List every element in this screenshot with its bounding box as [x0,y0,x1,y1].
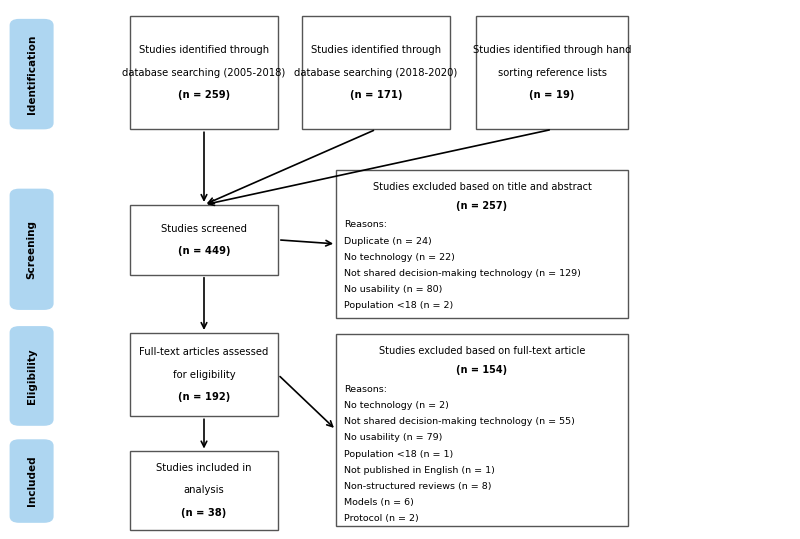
Text: No usability (n = 80): No usability (n = 80) [344,285,442,294]
Text: (n = 38): (n = 38) [182,508,226,518]
Text: Reasons:: Reasons: [344,385,387,394]
Text: Identification: Identification [26,34,37,114]
Text: Not published in English (n = 1): Not published in English (n = 1) [344,466,495,475]
FancyBboxPatch shape [130,333,278,416]
Text: (n = 192): (n = 192) [178,392,230,402]
Text: (n = 257): (n = 257) [457,201,507,211]
Text: Full-text articles assessed: Full-text articles assessed [139,347,269,357]
Text: Studies included in: Studies included in [156,463,252,473]
FancyBboxPatch shape [10,326,54,426]
FancyBboxPatch shape [130,16,278,129]
Text: Not shared decision-making technology (n = 129): Not shared decision-making technology (n… [344,269,581,278]
Text: Reasons:: Reasons: [344,220,387,230]
Text: Population <18 (n = 2): Population <18 (n = 2) [344,301,454,310]
Text: database searching (2005-2018): database searching (2005-2018) [122,68,286,78]
Text: sorting reference lists: sorting reference lists [498,68,606,78]
Text: Studies excluded based on full-text article: Studies excluded based on full-text arti… [379,346,585,356]
Text: Models (n = 6): Models (n = 6) [344,498,414,507]
Text: No technology (n = 2): No technology (n = 2) [344,401,449,410]
FancyBboxPatch shape [10,189,54,310]
Text: Eligibility: Eligibility [26,348,37,404]
Text: database searching (2018-2020): database searching (2018-2020) [294,68,458,78]
Text: No usability (n = 79): No usability (n = 79) [344,433,442,443]
FancyBboxPatch shape [130,205,278,275]
FancyBboxPatch shape [476,16,628,129]
Text: (n = 259): (n = 259) [178,91,230,100]
Text: (n = 449): (n = 449) [178,246,230,256]
Text: Studies identified through: Studies identified through [311,45,441,55]
Text: Studies excluded based on title and abstract: Studies excluded based on title and abst… [373,182,591,192]
FancyBboxPatch shape [10,439,54,523]
Text: for eligibility: for eligibility [173,370,235,379]
Text: Not shared decision-making technology (n = 55): Not shared decision-making technology (n… [344,417,575,426]
Text: (n = 19): (n = 19) [530,91,574,100]
FancyBboxPatch shape [130,452,278,529]
FancyBboxPatch shape [336,334,628,526]
Text: Included: Included [26,456,37,506]
Text: Studies identified through hand: Studies identified through hand [473,45,631,55]
Text: Studies identified through: Studies identified through [139,45,269,55]
Text: Duplicate (n = 24): Duplicate (n = 24) [344,237,432,246]
Text: analysis: analysis [184,486,224,495]
Text: Non-structured reviews (n = 8): Non-structured reviews (n = 8) [344,482,491,491]
Text: Studies screened: Studies screened [161,224,247,233]
Text: Population <18 (n = 1): Population <18 (n = 1) [344,450,454,459]
Text: No technology (n = 22): No technology (n = 22) [344,253,455,262]
Text: (n = 154): (n = 154) [457,365,507,375]
Text: Screening: Screening [26,220,37,279]
FancyBboxPatch shape [336,170,628,318]
Text: (n = 171): (n = 171) [350,91,402,100]
FancyBboxPatch shape [10,19,54,129]
Text: Protocol (n = 2): Protocol (n = 2) [344,514,418,523]
FancyBboxPatch shape [302,16,450,129]
